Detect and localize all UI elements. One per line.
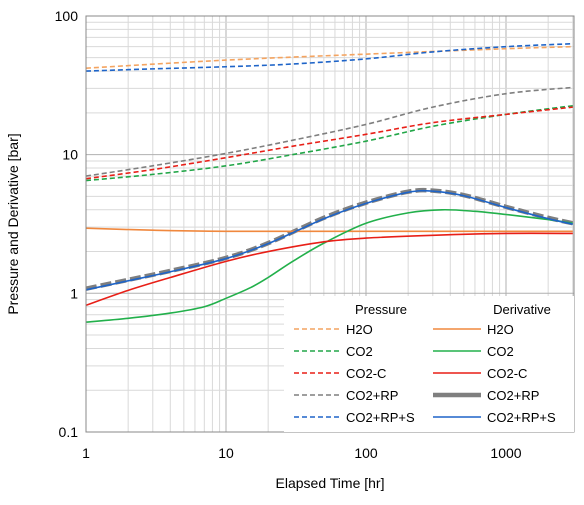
x-tick-label: 10 bbox=[218, 445, 234, 461]
y-tick-label: 0.1 bbox=[59, 424, 79, 440]
legend-label-derivative-co2-rp-s: CO2+RP+S bbox=[487, 410, 556, 425]
y-tick-label: 100 bbox=[55, 8, 79, 24]
y-axis-title: Pressure and Derivative [bar] bbox=[5, 133, 21, 314]
legend-label-derivative-co2-c: CO2-C bbox=[487, 366, 527, 381]
legend-label-derivative-co2: CO2 bbox=[487, 344, 514, 359]
series-line-derivative-co2-c bbox=[85, 232, 573, 307]
legend-label-pressure-co2-rp-s: CO2+RP+S bbox=[346, 410, 415, 425]
y-tick-label: 1 bbox=[70, 285, 78, 301]
x-tick-label: 1 bbox=[82, 445, 90, 461]
legend-label-pressure-co2: CO2 bbox=[346, 344, 373, 359]
series-line-derivative-co2-rp-s bbox=[85, 189, 573, 291]
legend-header-pressure: Pressure bbox=[355, 302, 407, 317]
x-tick-label: 1000 bbox=[490, 445, 521, 461]
series-line-pressure-co2-rp-s bbox=[85, 42, 573, 72]
series-line-pressure-co2-rp bbox=[85, 86, 573, 177]
legend-box bbox=[284, 296, 574, 432]
legend-header-derivative: Derivative bbox=[493, 302, 551, 317]
legend-label-pressure-co2-rp: CO2+RP bbox=[346, 388, 398, 403]
legend-label-derivative-h2o: H2O bbox=[487, 322, 514, 337]
series-line-derivative-h2o bbox=[85, 227, 573, 233]
legend-items: H2O CO2 CO2-C CO2+RP CO2+RP+S H2O CO2 CO2-C CO2+… bbox=[294, 322, 556, 425]
series-line-pressure-h2o bbox=[85, 45, 573, 69]
series-layer bbox=[85, 42, 574, 323]
legend-label-pressure-h2o: H2O bbox=[346, 322, 373, 337]
y-tick-label: 10 bbox=[62, 147, 78, 163]
legend-label-pressure-co2-c: CO2-C bbox=[346, 366, 386, 381]
x-tick-label: 100 bbox=[354, 445, 378, 461]
legend: Pressure Derivative H2O CO2 CO2-C CO2+RP CO2… bbox=[284, 296, 574, 432]
legend-label-derivative-co2-rp: CO2+RP bbox=[487, 388, 539, 403]
series-line-derivative-co2 bbox=[85, 208, 573, 323]
x-axis-title: Elapsed Time [hr] bbox=[276, 475, 385, 491]
series-line-pressure-co2-c bbox=[85, 106, 573, 180]
